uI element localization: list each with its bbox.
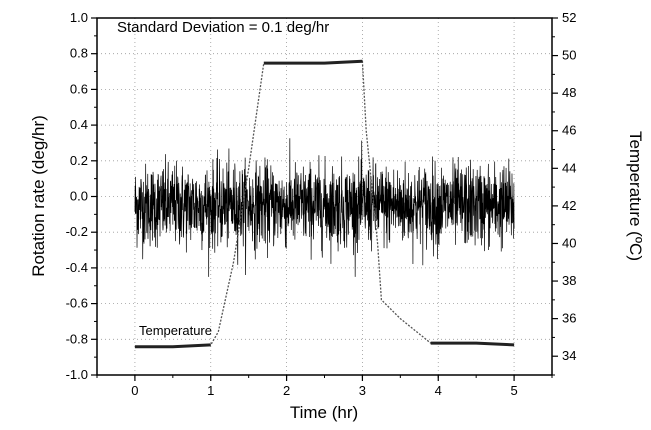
y-tick-label: -0.8	[66, 331, 88, 346]
y2-tick-label: 52	[562, 10, 576, 25]
rotation-rate-series	[134, 138, 515, 277]
y2-axis-title: Temperature (ºC)	[626, 131, 645, 261]
y2-tick-label: 36	[562, 311, 576, 326]
y-tick-label: 1.0	[70, 10, 88, 25]
x-tick-label: 3	[359, 383, 366, 398]
y-tick-label: 0.0	[70, 189, 88, 204]
x-tick-label: 0	[131, 383, 138, 398]
y2-tick-label: 48	[562, 85, 576, 100]
y-tick-label: -0.6	[66, 296, 88, 311]
y2-tick-label: 42	[562, 198, 576, 213]
y2-tick-label: 38	[562, 273, 576, 288]
y-tick-label: -1.0	[66, 367, 88, 382]
x-tick-label: 5	[510, 383, 517, 398]
rotation-rate-trace	[134, 138, 515, 277]
x-tick-label: 4	[435, 383, 442, 398]
y-tick-label: -0.4	[66, 260, 88, 275]
std-annotation: Standard Deviation = 0.1 deg/hr	[117, 19, 329, 36]
temperature-label: Temperature	[139, 323, 212, 338]
temperature-plateau	[430, 341, 515, 347]
tick-labels: 0 1 2 3 4 5-1.0-0.8-0.6-0.4-0.20.00.20.40.60.…	[66, 10, 577, 398]
axis-ticks	[91, 17, 558, 381]
y2-tick-label: 44	[562, 160, 576, 175]
y2-tick-label: 40	[562, 235, 576, 250]
temperature-plateau	[263, 59, 363, 65]
y-tick-label: 0.6	[70, 81, 88, 96]
y-tick-label: 0.4	[70, 117, 88, 132]
y2-tick-label: 50	[562, 48, 576, 63]
x-tick-label: 1	[207, 383, 214, 398]
y-tick-label: -0.2	[66, 224, 88, 239]
temperature-plateau	[134, 343, 211, 349]
temperature-series	[134, 59, 515, 349]
y-axis-title: Rotation rate (deg/hr)	[29, 115, 48, 277]
y-tick-label: 0.8	[70, 46, 88, 61]
y-tick-label: 0.2	[70, 153, 88, 168]
y2-tick-label: 34	[562, 348, 576, 363]
y2-tick-label: 46	[562, 123, 576, 138]
x-axis-title: Time (hr)	[290, 403, 358, 422]
x-tick-label: 2	[283, 383, 290, 398]
